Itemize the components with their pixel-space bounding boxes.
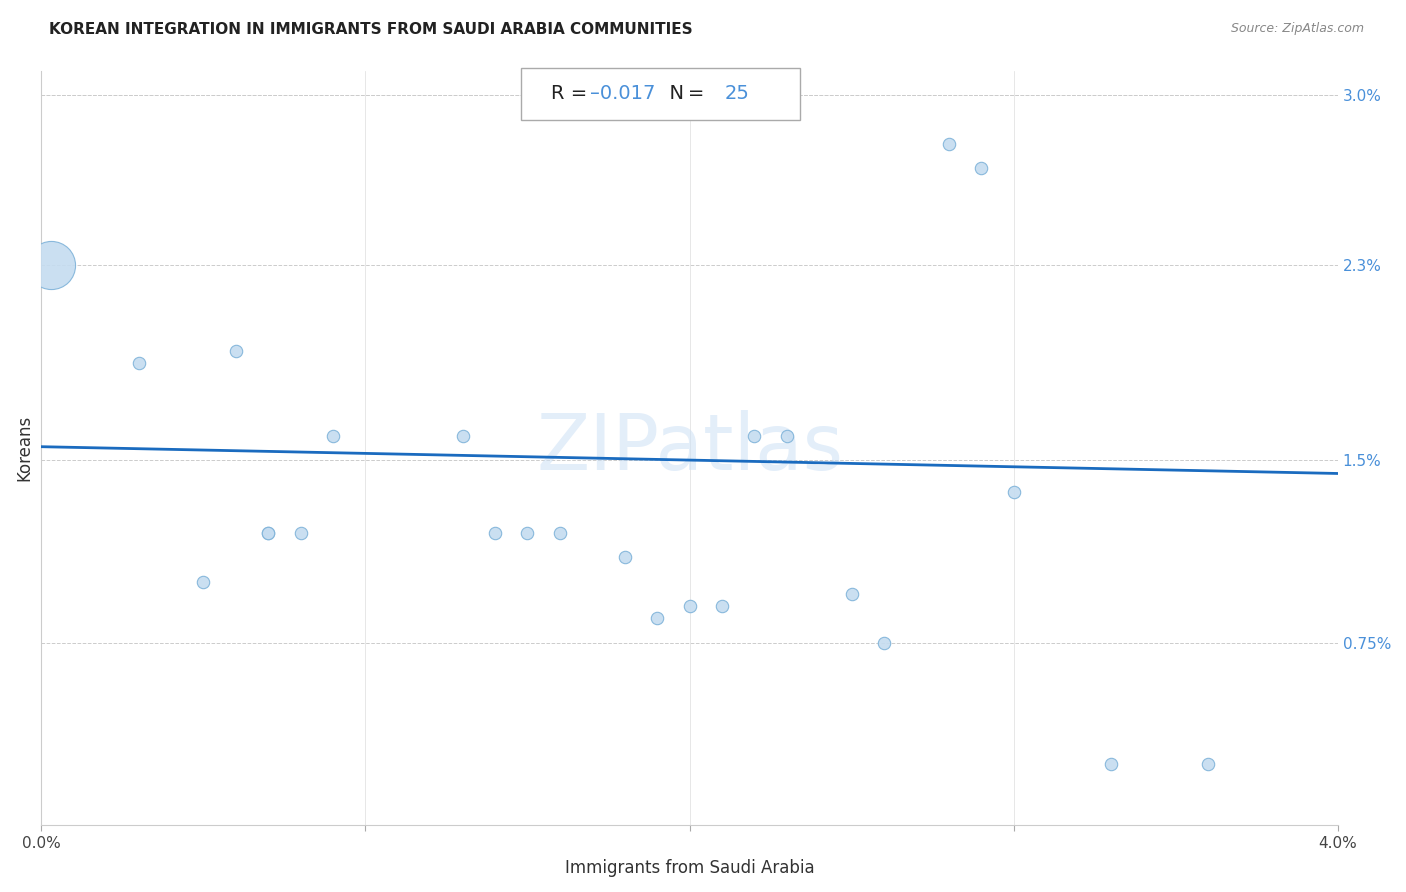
Point [1002,484,1025,499]
Text: KOREAN INTEGRATION IN IMMIGRANTS FROM SAUDI ARABIA COMMUNITIES: KOREAN INTEGRATION IN IMMIGRANTS FROM SA… [49,22,693,37]
Point [841,587,863,601]
Point [970,161,993,175]
Point [39,258,62,272]
Point [322,429,344,443]
Text: –0.017: –0.017 [589,85,655,103]
Text: ZIPatlas: ZIPatlas [536,410,844,486]
Point [873,635,896,649]
Point [1197,757,1219,772]
Point [645,611,668,625]
Text: N =: N = [657,85,709,103]
Point [290,526,312,541]
Text: 25: 25 [724,85,749,103]
Point [1099,757,1122,772]
Point [744,429,766,443]
X-axis label: Immigrants from Saudi Arabia: Immigrants from Saudi Arabia [565,859,814,877]
Point [516,526,538,541]
Point [225,343,247,358]
Text: R =: R = [551,85,593,103]
Point [678,599,700,614]
Point [451,429,474,443]
Point [938,136,960,151]
Point [613,550,636,565]
Point [548,526,571,541]
Point [193,574,215,589]
Point [710,599,733,614]
Y-axis label: Koreans: Koreans [15,415,32,481]
Point [128,356,150,370]
Point [776,429,799,443]
Text: Source: ZipAtlas.com: Source: ZipAtlas.com [1230,22,1364,36]
FancyBboxPatch shape [522,69,800,120]
Point [484,526,506,541]
Point [257,526,280,541]
Point [257,526,280,541]
